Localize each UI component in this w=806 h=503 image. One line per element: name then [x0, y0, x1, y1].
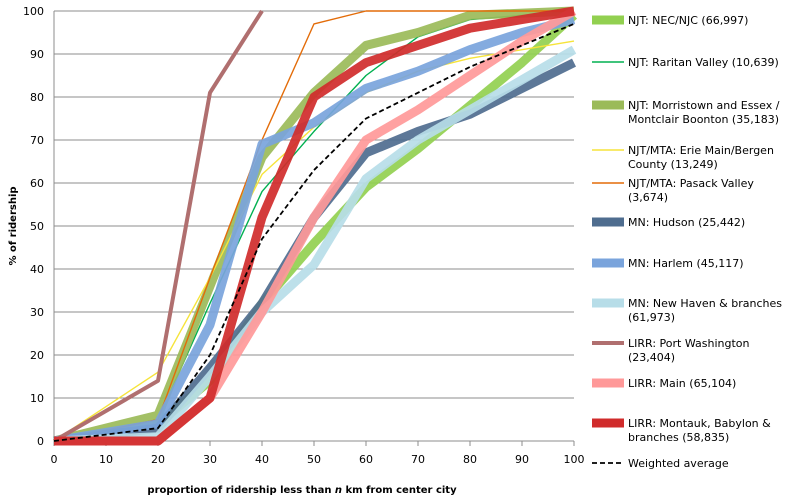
legend-label-9: LIRR: Main (65,104): [628, 377, 736, 390]
y-tick-label-50: 50: [30, 220, 44, 233]
legend-label-1: NJT: Raritan Valley (10,639): [628, 56, 779, 69]
series-line-8: [52, 9, 264, 443]
y-tick-label-60: 60: [30, 177, 44, 190]
x-tick-label-40: 40: [255, 453, 269, 466]
y-tick-label-10: 10: [30, 392, 44, 405]
series-line-6: [53, 15, 576, 446]
legend-label-6: MN: Harlem (45,117): [628, 257, 744, 270]
y-tick-label-20: 20: [30, 349, 44, 362]
legend-label-8: LIRR: Port Washington (23,404): [628, 337, 749, 364]
y-tick-label-40: 40: [30, 263, 44, 276]
series-line-0: [53, 11, 578, 446]
legend-label-0: NJT: NEC/NJC (66,997): [628, 14, 748, 27]
x-axis-title-part-2: n: [335, 485, 342, 496]
x-tick-label-50: 50: [307, 453, 321, 466]
y-tick-label-90: 90: [30, 48, 44, 61]
legend-label-11: Weighted average: [628, 457, 729, 470]
legend: NJT: NEC/NJC (66,997) NJT: Raritan Valley…: [592, 14, 782, 470]
y-tick-label-70: 70: [30, 134, 44, 147]
x-tick-labels: 0 10 20 30 40 50 60 70 80 90 100: [51, 453, 585, 466]
legend-label-5: MN: Hudson (25,442): [628, 216, 745, 229]
legend-label-4: NJT/MTA: Pasack Valley (3,674): [628, 177, 754, 204]
series-lines: [52, 6, 578, 446]
y-tick-label-80: 80: [30, 91, 44, 104]
x-tick-label-80: 80: [463, 453, 477, 466]
x-tick-label-0: 0: [51, 453, 58, 466]
y-tick-label-30: 30: [30, 306, 44, 319]
y-tick-label-0: 0: [37, 435, 44, 448]
x-axis-title-part-1: proportion of ridership less than: [147, 485, 335, 496]
series-line-10: [54, 6, 575, 446]
series-line-7: [53, 45, 577, 446]
x-tick-label-10: 10: [99, 453, 113, 466]
series-line-11: [53, 23, 575, 442]
x-axis-title-part-3: km from center city: [342, 485, 457, 496]
x-tick-label-20: 20: [151, 453, 165, 466]
x-tick-label-90: 90: [515, 453, 529, 466]
y-tick-label-100: 100: [23, 5, 44, 18]
x-tick-label-70: 70: [411, 453, 425, 466]
legend-label-10: LIRR: Montauk, Babylon & branches (58,835…: [628, 417, 771, 444]
legend-label-2: NJT: Morristown and Essex / Montclair Boo…: [628, 99, 780, 126]
axes: [53, 11, 575, 446]
x-tick-label-100: 100: [564, 453, 585, 466]
y-tick-labels: 0 10 20 30 40 50 60 70 80 90 100: [23, 5, 44, 448]
x-axis-title: proportion of ridership less than n km f…: [147, 485, 457, 496]
x-tick-label-30: 30: [203, 453, 217, 466]
x-tick-label-60: 60: [359, 453, 373, 466]
legend-label-7: MN: New Haven & branches (61,973): [628, 297, 782, 324]
legend-label-3: NJT/MTA: Erie Main/Bergen County (13,249): [628, 144, 774, 171]
y-axis-title: % of ridership: [8, 186, 19, 265]
